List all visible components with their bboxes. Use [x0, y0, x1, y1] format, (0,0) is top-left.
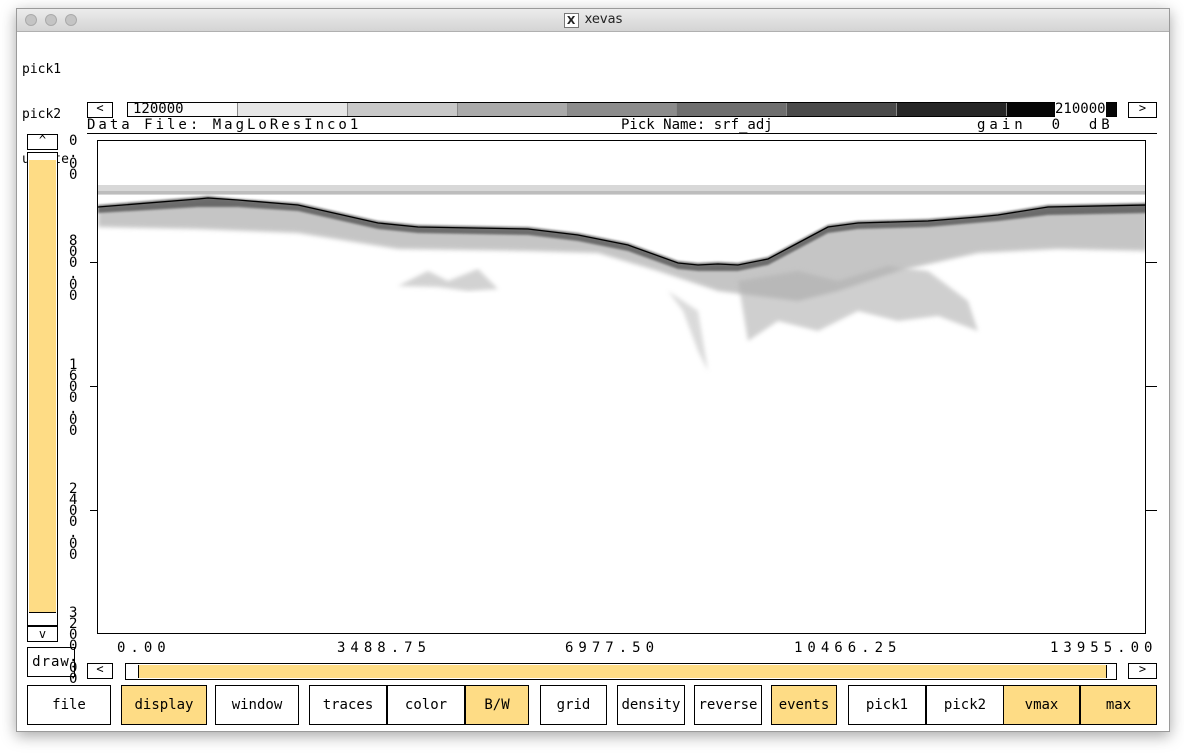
info-underline	[87, 133, 1157, 134]
surface-dark-band	[98, 196, 1145, 271]
toolbar: file display window traces color B/W grid densi…	[27, 685, 1159, 725]
bed-echo-streak	[668, 291, 708, 371]
toolbar-button-display[interactable]: display	[121, 685, 207, 725]
colorbar-swatch	[676, 103, 787, 116]
x-axis-labels: 0.00 3488.75 6977.50 10466.25 13955.00	[97, 640, 1159, 658]
direct-wave-band	[98, 185, 1145, 195]
x-tick-label: 10466.25	[794, 640, 902, 656]
scroll-right-arrow[interactable]: >	[1128, 663, 1157, 679]
data-file-label: Data File: MagLoResInco1	[87, 117, 362, 133]
toolbar-button-b-w[interactable]: B/W	[465, 685, 529, 725]
toolbar-button-pick1[interactable]: pick1	[848, 685, 926, 725]
x-tick-label: 6977.50	[565, 640, 660, 656]
colorbar-swatch	[236, 103, 347, 116]
y-tick	[90, 262, 98, 263]
internal-layer-left	[398, 269, 498, 291]
toolbar-button-window[interactable]: window	[215, 685, 299, 725]
x-tick-label: 0.00	[117, 640, 171, 656]
basal-reflections	[738, 266, 978, 341]
colorbar-right-arrow[interactable]: >	[1128, 102, 1157, 118]
colorbar-swatch	[456, 103, 567, 116]
colorbar-swatch	[786, 103, 897, 116]
close-window-button[interactable]	[25, 14, 37, 26]
y-axis-labels: 0 8 0 0 . 0 0 1 6 0 0 . 0 0 2 4 0 0 . 0 0 3 …	[69, 133, 83, 686]
radargram-image	[98, 185, 1145, 371]
app-content: pick1 pick2 update < > 120000 210000 Dat…	[17, 32, 1169, 731]
y-tick	[1145, 386, 1157, 387]
x-tick-label: 3488.75	[337, 640, 432, 656]
scroll-down-arrow[interactable]: v	[27, 626, 58, 642]
y-tick	[1145, 510, 1157, 511]
y-tick-label: 8 0 0 . 0 0	[69, 233, 78, 304]
surface-pick-line	[98, 197, 1145, 266]
horizontal-scroll-thumb[interactable]	[138, 665, 1107, 678]
minimize-window-button[interactable]	[45, 14, 57, 26]
pick-name-label: Pick Name: srf_adj	[621, 117, 773, 133]
colorbar-swatch	[896, 103, 1007, 116]
toolbar-button-grid[interactable]: grid	[540, 685, 607, 725]
colorbar-swatch	[346, 103, 457, 116]
toolbar-button-pick2[interactable]: pick2	[926, 685, 1004, 725]
menu-item-pick1[interactable]: pick1	[22, 62, 62, 77]
direct-wave-line	[98, 191, 1145, 194]
colorbar-swatch	[566, 103, 677, 116]
gain-label: gain 0 dB	[977, 117, 1114, 133]
vertical-scroll-track[interactable]	[27, 152, 58, 626]
y-tick-label: 0	[69, 133, 78, 149]
x11-icon: X	[563, 13, 579, 28]
horizontal-scroll-track[interactable]	[125, 663, 1117, 680]
toolbar-button-vmax[interactable]: vmax	[1003, 685, 1080, 725]
x-tick-label: 13955.00	[1050, 640, 1158, 656]
toolbar-button-events[interactable]: events	[771, 685, 837, 725]
toolbar-button-color[interactable]: color	[387, 685, 465, 725]
y-tick-label: 3 2 0 0 . 0 0	[69, 605, 78, 687]
zoom-window-button[interactable]	[65, 14, 77, 26]
y-tick	[90, 510, 98, 511]
y-tick-label-partial: . 0 0	[69, 145, 78, 183]
colorbar-left-arrow[interactable]: <	[87, 102, 113, 118]
y-tick	[1145, 262, 1157, 263]
vertical-scroll-thumb[interactable]	[29, 160, 56, 613]
toolbar-button-max[interactable]: max	[1080, 685, 1157, 725]
toolbar-button-traces[interactable]: traces	[309, 685, 387, 725]
toolbar-button-reverse[interactable]: reverse	[694, 685, 762, 725]
y-tick-label: 1 6 0 0 . 0 0	[69, 357, 78, 439]
y-tick	[90, 386, 98, 387]
scroll-left-arrow[interactable]: <	[87, 663, 113, 679]
menu-item-pick2[interactable]: pick2	[22, 107, 62, 122]
scroll-up-arrow[interactable]: ^	[27, 134, 58, 150]
y-tick-label: 2 4 0 0 . 0 0	[69, 481, 78, 563]
draw-button[interactable]: draw	[27, 647, 75, 677]
colorbar-swatch	[128, 103, 237, 116]
toolbar-button-file[interactable]: file	[27, 685, 111, 725]
colorbar-max-label: 210000	[1055, 101, 1106, 117]
toolbar-button-density[interactable]: density	[617, 685, 685, 725]
colorbar[interactable]	[127, 102, 1117, 117]
radargram-panel[interactable]	[97, 140, 1146, 634]
colorbar-min-label: 120000	[133, 101, 184, 117]
